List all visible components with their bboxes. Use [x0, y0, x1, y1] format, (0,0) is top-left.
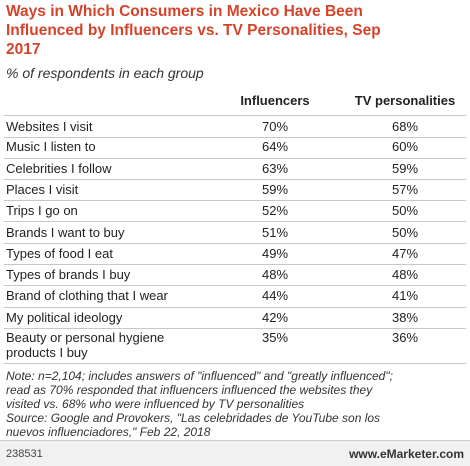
- cell: 70%: [261, 119, 289, 134]
- cell: 63%: [261, 160, 289, 176]
- footer: 238531 www.eMarketer.com: [0, 440, 470, 466]
- table-row: Beauty or personal hygiene products I bu…: [4, 328, 466, 364]
- note-line: Source: Google and Provokers, "Las celeb…: [6, 411, 381, 425]
- table-row: Trips I go on 52% 50%: [4, 200, 466, 223]
- note-line: nuevos influenciadores," Feb 22, 2018: [6, 425, 211, 439]
- cell: 59%: [391, 160, 419, 176]
- row-label: Websites I visit: [6, 119, 93, 134]
- row-label: My political ideology: [6, 309, 123, 325]
- column-header: TV personalities: [354, 93, 456, 108]
- cell: 44%: [261, 288, 289, 304]
- column-header: Influencers: [240, 93, 310, 108]
- row-label: Places I visit: [6, 181, 79, 197]
- table-row: Brands I want to buy 51% 50%: [4, 222, 466, 244]
- cell: 50%: [391, 224, 419, 240]
- cell: 38%: [391, 309, 419, 325]
- title: Ways in Which Consumers in Mexico Have B…: [6, 3, 381, 58]
- note-line: read as 70% responded that influencers i…: [6, 383, 373, 397]
- row-label: Beauty or personal hygiene products I bu…: [6, 330, 165, 360]
- cell: 50%: [391, 203, 419, 219]
- row-label: Types of brands I buy: [6, 267, 131, 283]
- table-row: Places I visit 59% 57%: [4, 179, 466, 202]
- cell: 48%: [261, 267, 289, 283]
- table-row: Types of brands I buy 48% 48%: [4, 264, 466, 287]
- footer-site: www.eMarketer.com: [349, 447, 464, 461]
- table-row: Types of food I eat 49% 47%: [4, 243, 466, 266]
- cell: 64%: [261, 139, 289, 155]
- footer-id: 238531: [6, 448, 43, 460]
- table-row: Websites I visit 70% 68%: [4, 115, 466, 139]
- table-row: Celebrities I follow 63% 59%: [4, 158, 466, 180]
- cell: 47%: [391, 245, 419, 261]
- row-label: Types of food I eat: [6, 245, 113, 261]
- subtitle: % of respondents in each group: [6, 65, 204, 81]
- cell: 36%: [391, 330, 419, 345]
- cell: 51%: [261, 224, 289, 240]
- table-row: Music I listen to 64% 60%: [4, 136, 466, 159]
- table-row: Brand of clothing that I wear 44% 41%: [4, 285, 466, 308]
- cell: 41%: [391, 288, 419, 304]
- row-label: Brand of clothing that I wear: [6, 288, 168, 304]
- row-label: Brands I want to buy: [6, 224, 125, 240]
- row-label: Trips I go on: [6, 203, 78, 219]
- cell: 57%: [391, 181, 419, 197]
- cell: 52%: [261, 203, 289, 219]
- cell: 59%: [261, 181, 289, 197]
- cell: 35%: [261, 330, 289, 345]
- note-line: Note: n=2,104; includes answers of "infl…: [6, 369, 393, 383]
- note-line: visited vs. 68% who were influenced by T…: [6, 397, 305, 411]
- cell: 68%: [391, 119, 419, 134]
- cell: 48%: [391, 267, 419, 283]
- row-label: Celebrities I follow: [6, 160, 112, 176]
- cell: 49%: [261, 245, 289, 261]
- row-label: Music I listen to: [6, 139, 96, 155]
- table-row: My political ideology 42% 38%: [4, 307, 466, 329]
- cell: 42%: [261, 309, 289, 325]
- cell: 60%: [391, 139, 419, 155]
